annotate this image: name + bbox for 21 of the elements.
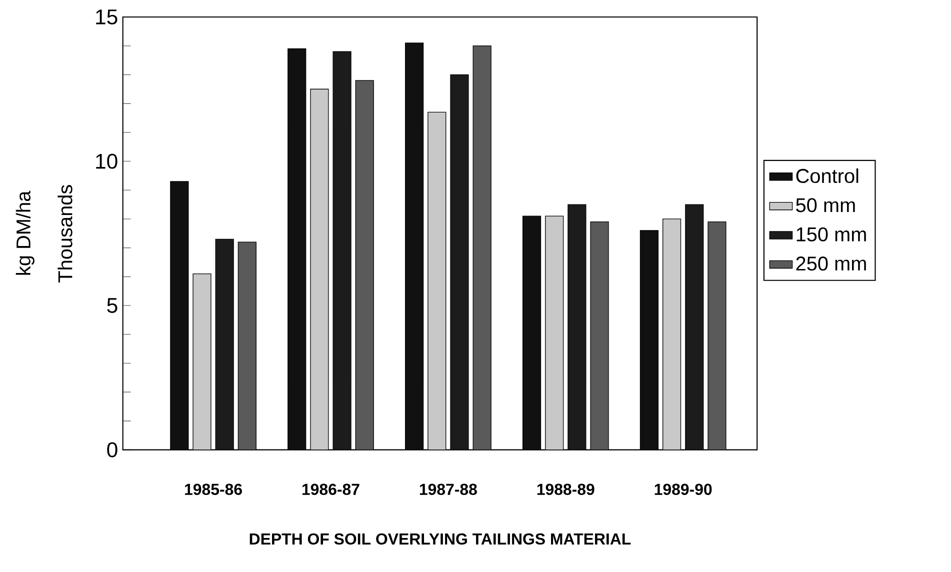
x-tick-label: 1986-87 bbox=[302, 484, 360, 496]
bar bbox=[288, 48, 306, 450]
x-tick-label: 1985-86 bbox=[185, 484, 242, 496]
x-tick-label: 1988-89 bbox=[537, 484, 594, 496]
y-tick-label: 0 bbox=[107, 442, 118, 458]
legend-label: 50 mm bbox=[796, 198, 855, 212]
x-tick-label: 1989-90 bbox=[654, 484, 712, 496]
bar bbox=[640, 230, 659, 450]
text: Thousands bbox=[58, 185, 72, 283]
y-tick-label: 10 bbox=[96, 154, 118, 169]
x-tick-label: 1987-88 bbox=[420, 484, 477, 496]
legend-label: Control bbox=[796, 168, 858, 184]
bar bbox=[522, 216, 542, 450]
legend-label: 250 mm bbox=[796, 256, 866, 271]
y-tick-label: 5 bbox=[107, 298, 118, 314]
y-tick-label: 15 bbox=[96, 10, 118, 24]
y-axis-title: kg DM/ha bbox=[16, 190, 34, 275]
bar bbox=[170, 181, 189, 450]
x-axis-title: DEPTH OF SOIL OVERLYING TAILINGS MATERIAL bbox=[250, 533, 631, 545]
bar bbox=[405, 42, 424, 450]
legend-label: 150 mm bbox=[796, 227, 866, 242]
